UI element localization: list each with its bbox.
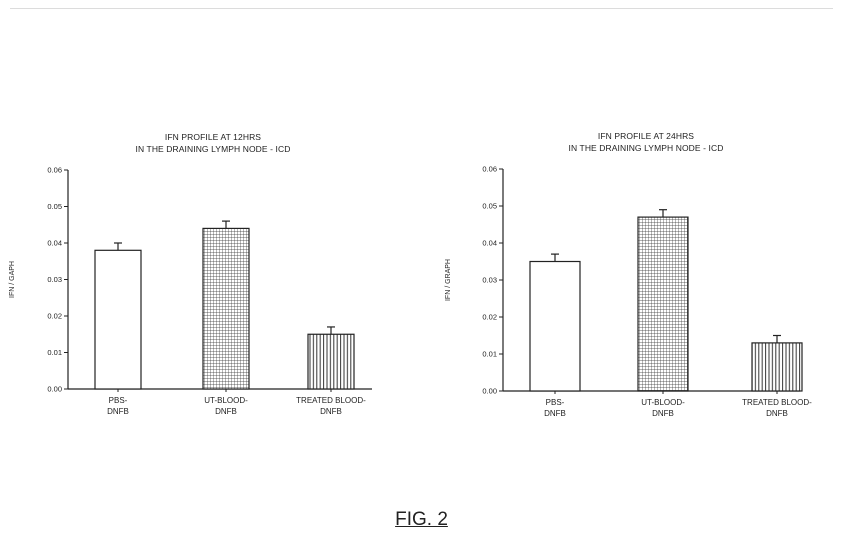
x-category-label: DNFB — [320, 407, 342, 416]
y-tick-label: 0.04 — [482, 239, 497, 248]
chart-title: IFN PROFILE AT 24HRS — [598, 131, 694, 141]
x-category-label: DNFB — [107, 407, 129, 416]
bar — [529, 260, 581, 392]
y-tick-label: 0.06 — [47, 166, 62, 175]
bar — [751, 342, 803, 392]
y-axis-label: IFN / GRAPH — [445, 259, 452, 301]
y-tick-label: 0.01 — [482, 350, 497, 359]
y-axis-label: IFN / GAPH — [9, 261, 16, 298]
x-category-label: UT-BLOOD- — [641, 398, 685, 407]
x-category-label: DNFB — [766, 409, 788, 418]
chart-subtitle: IN THE DRAINING LYMPH NODE - ICD — [569, 143, 724, 153]
x-category-label: UT-BLOOD- — [204, 396, 248, 405]
y-tick-label: 0.06 — [482, 165, 497, 174]
figure-caption: FIG. 2 — [395, 509, 448, 530]
x-category-label: PBS- — [546, 398, 565, 407]
chart-subtitle: IN THE DRAINING LYMPH NODE - ICD — [136, 144, 291, 154]
x-category-label: TREATED BLOOD- — [742, 398, 812, 407]
x-category-label: PBS- — [109, 396, 128, 405]
top-border-line — [10, 8, 833, 9]
bar — [94, 249, 142, 390]
y-tick-label: 0.04 — [47, 239, 62, 248]
x-category-label: DNFB — [652, 409, 674, 418]
y-tick-label: 0.01 — [47, 348, 62, 357]
y-tick-label: 0.05 — [47, 202, 62, 211]
y-tick-label: 0.02 — [47, 312, 62, 321]
y-tick-label: 0.02 — [482, 313, 497, 322]
y-tick-label: 0.05 — [482, 202, 497, 211]
x-category-label: DNFB — [544, 409, 566, 418]
bar — [637, 216, 689, 392]
y-tick-label: 0.00 — [482, 387, 497, 396]
chart-title: IFN PROFILE AT 12HRS — [165, 132, 261, 142]
bar — [202, 227, 250, 390]
y-tick-label: 0.00 — [47, 385, 62, 394]
y-tick-label: 0.03 — [47, 275, 62, 284]
y-tick-label: 0.03 — [482, 276, 497, 285]
x-category-label: TREATED BLOOD- — [296, 396, 366, 405]
x-category-label: DNFB — [215, 407, 237, 416]
